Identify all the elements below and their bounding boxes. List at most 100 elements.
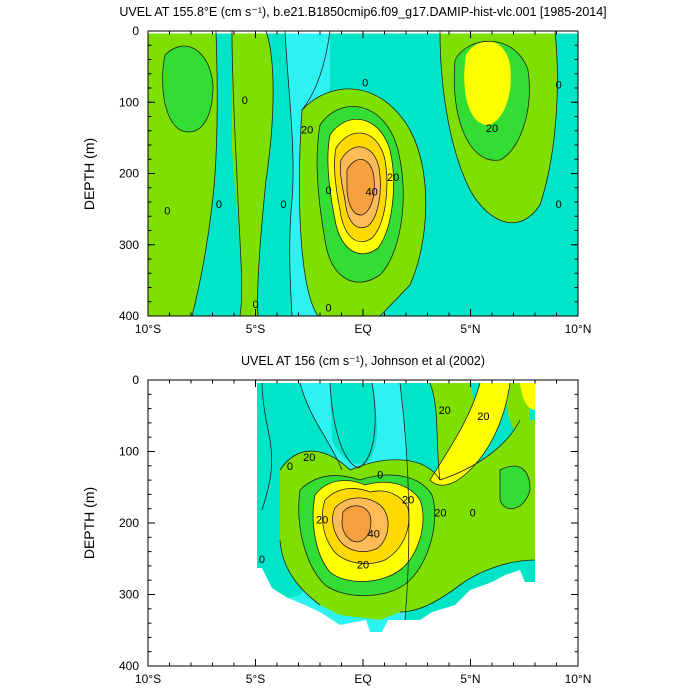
contour-line bbox=[499, 465, 531, 510]
y-tick-label: 300 bbox=[119, 238, 139, 252]
contour-label: 20 bbox=[434, 507, 446, 519]
contour-line bbox=[339, 146, 381, 228]
band-orange bbox=[347, 159, 375, 216]
contour-label: 0 bbox=[326, 302, 332, 314]
panel-top-field bbox=[148, 31, 578, 316]
contour-label: 0 bbox=[470, 507, 476, 519]
band-aqua bbox=[330, 383, 377, 464]
contour-line bbox=[299, 382, 343, 471]
contour-line bbox=[429, 382, 441, 481]
contour-line bbox=[399, 382, 410, 621]
y-tick-label: 0 bbox=[132, 373, 139, 387]
contour-label: 0 bbox=[326, 185, 332, 197]
contour-line bbox=[322, 488, 410, 564]
panel-bottom-contour-labels: 20 20 20 0 0 20 20 0 20 40 20 0 bbox=[259, 405, 490, 571]
x-tick-label: 10°N bbox=[565, 672, 592, 686]
contour-line bbox=[231, 31, 243, 316]
y-tick-label: 200 bbox=[119, 167, 139, 181]
contour-line bbox=[334, 132, 388, 243]
contour-label: 20 bbox=[387, 172, 399, 184]
contour-label: 0 bbox=[252, 299, 258, 311]
contour-line bbox=[327, 118, 394, 255]
contour-line bbox=[346, 159, 375, 216]
contour-label: 0 bbox=[556, 199, 562, 211]
contour-label: 0 bbox=[287, 461, 293, 473]
contour-label: 20 bbox=[316, 514, 328, 526]
panel-bottom: UVEL AT 156 (cm s⁻¹), Johnson et al (200… bbox=[81, 354, 591, 686]
contour-line bbox=[399, 559, 536, 613]
y-tick-label: 0 bbox=[132, 24, 139, 38]
panel-bottom-ticks bbox=[147, 379, 579, 667]
x-tick-label: 10°S bbox=[135, 322, 161, 336]
contour-label: 0 bbox=[362, 77, 368, 89]
x-tick-label: 5°S bbox=[246, 672, 265, 686]
contour-label: 20 bbox=[477, 411, 489, 423]
contour-line bbox=[279, 539, 321, 606]
contour-label: 20 bbox=[402, 494, 414, 506]
contour-line bbox=[332, 497, 389, 552]
contour-line bbox=[191, 31, 218, 316]
contour-label: 20 bbox=[486, 123, 498, 135]
contour-line bbox=[162, 45, 214, 133]
contour-label: 0 bbox=[377, 469, 383, 481]
panel-bottom-ylabel: DEPTH (m) bbox=[81, 487, 97, 559]
contour-line bbox=[439, 31, 558, 223]
contour-line bbox=[284, 31, 294, 316]
panel-top-title: UVEL AT 155.8°E (cm s⁻¹), b.e21.B1850cmi… bbox=[119, 5, 606, 19]
contour-line bbox=[261, 382, 273, 511]
band-orange bbox=[342, 505, 371, 542]
band-yellow bbox=[430, 383, 510, 486]
contours-bottom bbox=[261, 382, 536, 621]
x-tick-label: 10°S bbox=[135, 672, 161, 686]
contour-label: 0 bbox=[259, 554, 265, 566]
band-ltgreen bbox=[500, 466, 530, 509]
y-tick-label: 100 bbox=[119, 445, 139, 459]
contour-label: 20 bbox=[303, 452, 315, 464]
contour-line bbox=[429, 382, 481, 481]
panel-top-ticks bbox=[147, 30, 579, 317]
y-tick-label: 200 bbox=[119, 516, 139, 530]
contour-line bbox=[301, 88, 427, 316]
contour-label: 20 bbox=[357, 559, 369, 571]
contour-label: 20 bbox=[301, 124, 313, 136]
x-tick-label: 5°S bbox=[246, 322, 265, 336]
contour-line bbox=[299, 109, 319, 316]
x-tick-label: 5°N bbox=[460, 672, 480, 686]
contour-label: 40 bbox=[368, 529, 380, 541]
contour-line bbox=[257, 31, 274, 316]
contour-label: 20 bbox=[439, 405, 451, 417]
band-ltgreen bbox=[162, 46, 213, 132]
contour-line bbox=[329, 382, 376, 469]
x-tick-label: EQ bbox=[354, 322, 371, 336]
contour-line bbox=[301, 31, 331, 111]
band-yellow bbox=[520, 383, 535, 410]
panel-top: UVEL AT 155.8°E (cm s⁻¹), b.e21.B1850cmi… bbox=[81, 5, 607, 336]
contour-line bbox=[312, 480, 424, 582]
contour-label: 0 bbox=[556, 79, 562, 91]
panel-bottom-field bbox=[257, 382, 536, 632]
x-tick-label: 10°N bbox=[565, 322, 592, 336]
panel-bottom-title: UVEL AT 156 (cm s⁻¹), Johnson et al (200… bbox=[241, 354, 485, 368]
band-yellow bbox=[464, 41, 511, 125]
contour-line bbox=[453, 40, 530, 161]
contour-label: 0 bbox=[216, 199, 222, 211]
band-green bbox=[232, 31, 274, 316]
y-tick-label: 300 bbox=[119, 588, 139, 602]
contours-top bbox=[162, 31, 558, 316]
x-tick-label: EQ bbox=[354, 672, 371, 686]
y-tick-label: 400 bbox=[119, 309, 139, 323]
contour-line bbox=[429, 382, 511, 486]
contour-label: 0 bbox=[280, 199, 286, 211]
y-tick-label: 400 bbox=[119, 659, 139, 673]
y-tick-label: 100 bbox=[119, 95, 139, 109]
contour-line bbox=[298, 474, 436, 597]
panel-top-ylabel: DEPTH (m) bbox=[81, 138, 97, 210]
contour-label: 40 bbox=[365, 186, 377, 198]
contour-line bbox=[341, 505, 372, 543]
contour-label: 0 bbox=[164, 206, 170, 218]
panel-top-contour-labels: 0 20 0 40 20 20 0 0 0 0 0 0 0 0 bbox=[164, 77, 561, 314]
contour-label: 0 bbox=[242, 95, 248, 107]
